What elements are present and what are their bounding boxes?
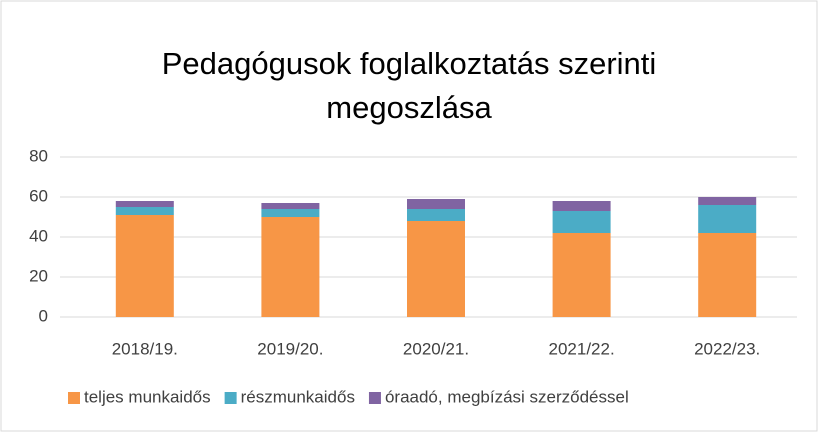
bar-segment (261, 209, 320, 217)
x-tick-label: 2020/21. (403, 339, 469, 358)
bar-segment (552, 211, 611, 233)
bar-segment (698, 197, 757, 205)
legend-label: részmunkaidős (241, 387, 355, 406)
x-tick-label: 2018/19. (112, 339, 178, 358)
x-tick-label: 2019/20. (257, 339, 323, 358)
legend-swatch (224, 392, 237, 404)
bar-segment (407, 209, 465, 221)
y-tick-label: 60 (29, 186, 48, 205)
chart-title: Pedagógusok foglalkoztatás szerinti mego… (161, 46, 657, 125)
bar-segment (407, 221, 465, 317)
y-tick-label: 20 (29, 266, 48, 285)
bar-segment (698, 205, 757, 233)
bar-segment (115, 207, 174, 215)
legend-label: teljes munkaidős (84, 387, 211, 406)
bar-segment (698, 233, 757, 317)
bar-segment (115, 215, 174, 317)
bar-segment (407, 199, 465, 209)
bar-segment (261, 203, 320, 209)
bar-segment (261, 217, 320, 317)
bar-segment (552, 233, 611, 317)
bar-segment (115, 201, 174, 207)
legend-swatch (68, 392, 80, 404)
legend-label: óraadó, megbízási szerződéssel (385, 387, 629, 406)
y-tick-label: 40 (29, 226, 48, 245)
y-tick-label: 0 (39, 306, 48, 325)
bar-segment (552, 201, 611, 211)
legend-swatch (368, 392, 381, 404)
x-tick-label: 2021/22. (549, 339, 615, 358)
y-tick-label: 80 (29, 146, 48, 165)
x-tick-label: 2022/23. (694, 339, 760, 358)
